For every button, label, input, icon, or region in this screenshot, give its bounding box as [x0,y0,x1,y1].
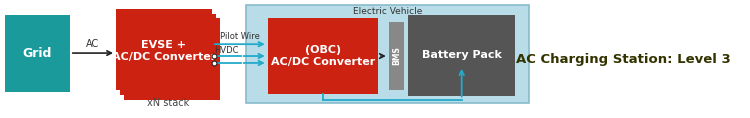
Bar [388,22,404,90]
Text: AC Charging Station: Level 3: AC Charging Station: Level 3 [516,53,730,65]
Text: Pilot Wire: Pilot Wire [220,32,260,41]
Text: AC: AC [86,39,100,49]
Text: (OBC)
AC/DC Converter: (OBC) AC/DC Converter [271,45,375,67]
Text: BMS: BMS [392,47,400,65]
Text: Battery Pack: Battery Pack [422,50,502,60]
Text: Grid: Grid [22,47,52,60]
Bar [124,19,220,99]
Bar [120,14,216,95]
Text: EVSE +
AC/DC Converter: EVSE + AC/DC Converter [112,40,216,62]
Bar [245,5,529,103]
Text: Electric Vehicle: Electric Vehicle [352,7,422,16]
Bar [116,9,212,90]
Bar [268,19,378,94]
Text: HVDC: HVDC [214,46,238,55]
Bar [4,15,70,92]
Bar [408,15,515,96]
Text: xN stack: xN stack [147,98,189,108]
